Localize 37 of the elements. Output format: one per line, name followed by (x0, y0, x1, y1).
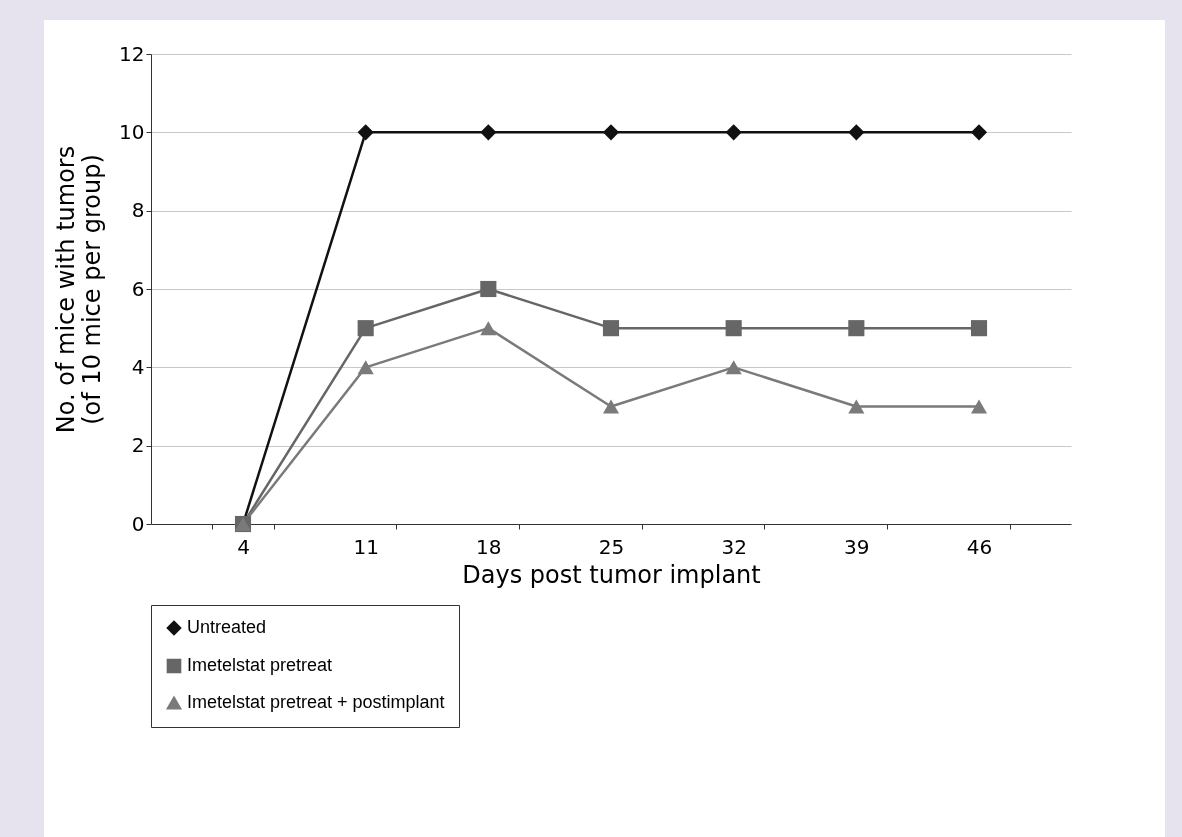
point (357, 360, 374, 375)
y-tick-label: 10 (119, 119, 145, 144)
point (848, 124, 865, 141)
y-tick-label: 6 (131, 276, 145, 301)
point (725, 320, 742, 337)
x-tick-label: 25 (598, 534, 625, 559)
point (480, 124, 497, 141)
legend-label: Imetelstat pretreat + postimplant (187, 692, 445, 712)
point (602, 320, 620, 337)
point (848, 320, 865, 337)
point (602, 399, 620, 414)
x-axis-title: Days post tumor implant (462, 560, 761, 589)
y-tick-label: 4 (131, 354, 145, 379)
y-tick-label: 0 (131, 511, 145, 536)
y-tick-label: 12 (119, 41, 145, 66)
point (725, 360, 742, 375)
point (848, 399, 865, 414)
point (357, 320, 374, 337)
point (602, 124, 620, 141)
point (725, 124, 742, 141)
x-tick-label: 4 (237, 534, 250, 559)
y-axis-title: No. of mice with tumors (of 10 mice per group) (52, 145, 107, 434)
point (480, 280, 497, 298)
point (970, 124, 988, 141)
y-tick-label: 2 (131, 433, 145, 458)
legend-label: Untreated (187, 617, 267, 637)
legend-label: Imetelstat pretreat (187, 655, 333, 675)
x-tick-label: 32 (721, 534, 747, 559)
x-tick-label: 46 (966, 534, 993, 559)
point (970, 320, 988, 337)
x-tick-label: 18 (476, 534, 502, 559)
x-tick-label: 11 (353, 534, 379, 559)
point (480, 321, 497, 336)
y-tick-label: 8 (131, 198, 145, 223)
point (970, 399, 988, 414)
point (357, 124, 374, 141)
x-tick-label: 39 (844, 534, 870, 559)
